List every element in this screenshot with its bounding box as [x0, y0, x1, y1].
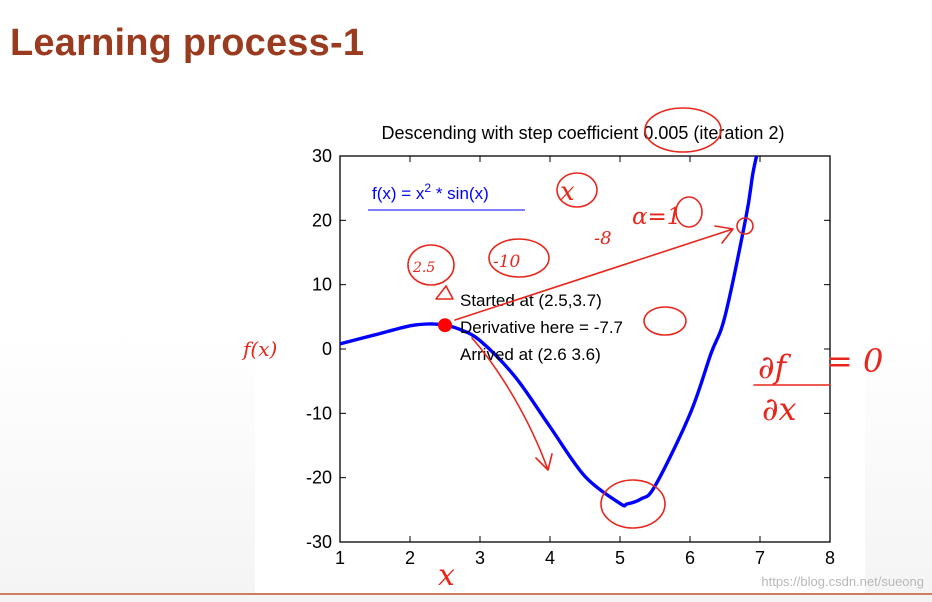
handwritten-x-top: x	[560, 177, 575, 207]
annotation-arrived: Arrived at (2.6 3.6)	[460, 345, 601, 364]
handwritten-partial-f: ∂f	[758, 348, 792, 386]
legend-prefix: f(x) = x	[372, 184, 425, 203]
handwritten-x-bottom: x	[438, 558, 455, 593]
annotation-derivative: Derivative here = -7.7	[460, 318, 623, 337]
start-point-marker	[438, 318, 452, 333]
watermark: https://blog.csdn.net/sueong	[761, 574, 924, 589]
x-tick-label: 5	[615, 548, 625, 568]
figure-background	[255, 116, 865, 594]
handwritten-annotations: x 2.5 -10 -8 α=1 f(x) x ∂f ∂x = 0	[241, 107, 883, 593]
annotation-started: Started at (2.5,3.7)	[460, 291, 602, 310]
y-tick-label: -10	[306, 403, 332, 423]
circle-around-step-coefficient	[644, 107, 722, 153]
x-tick-label: 2	[405, 548, 415, 568]
y-tick-label: -20	[306, 468, 332, 488]
x-tick-label: 8	[825, 548, 835, 568]
legend-suffix: * sin(x)	[431, 184, 489, 203]
circle-around-minus-10	[488, 238, 550, 278]
circle-around-1	[675, 196, 703, 228]
circle-around-x	[556, 172, 598, 208]
handwritten-minus-8: -8	[594, 228, 612, 249]
handwritten-partial-x: ∂x	[762, 390, 797, 428]
arrow-down-slope	[471, 337, 553, 471]
legend-function-label: f(x) = x2 * sin(x)	[372, 181, 489, 203]
chart-title: Descending with step coefficient 0.005 (…	[382, 123, 785, 143]
handwritten-f-of-x: f(x)	[241, 337, 277, 361]
handwritten-minus-10: -10	[493, 252, 521, 272]
y-tick-label: 20	[312, 210, 332, 230]
handwritten-alpha-1: α=1	[632, 204, 681, 230]
bottom-rule	[0, 593, 932, 595]
circle-at-next-point	[736, 217, 754, 235]
series-line	[340, 156, 759, 508]
x-tick-label: 1	[335, 548, 345, 568]
handwritten-equals-zero: = 0	[826, 342, 883, 380]
slide-title: Learning process-1	[10, 22, 365, 64]
y-tick-label: 0	[322, 339, 332, 359]
x-tick-label: 7	[755, 548, 765, 568]
y-tick-label: 10	[312, 275, 332, 295]
x-tick-label: 4	[545, 548, 555, 568]
y-tick-label: 30	[312, 146, 332, 166]
y-tick-label: -30	[306, 532, 332, 552]
arrow-to-next-point	[454, 225, 734, 321]
legend-superscript: 2	[424, 181, 431, 195]
circle-around-minimum	[600, 479, 666, 529]
circle-around-2-5	[407, 244, 455, 286]
x-tick-label: 6	[685, 548, 695, 568]
handwritten-2-5: 2.5	[412, 260, 435, 276]
x-tick-label: 3	[475, 548, 485, 568]
circle-around-derivative	[643, 306, 687, 336]
delta-mark	[435, 285, 454, 300]
